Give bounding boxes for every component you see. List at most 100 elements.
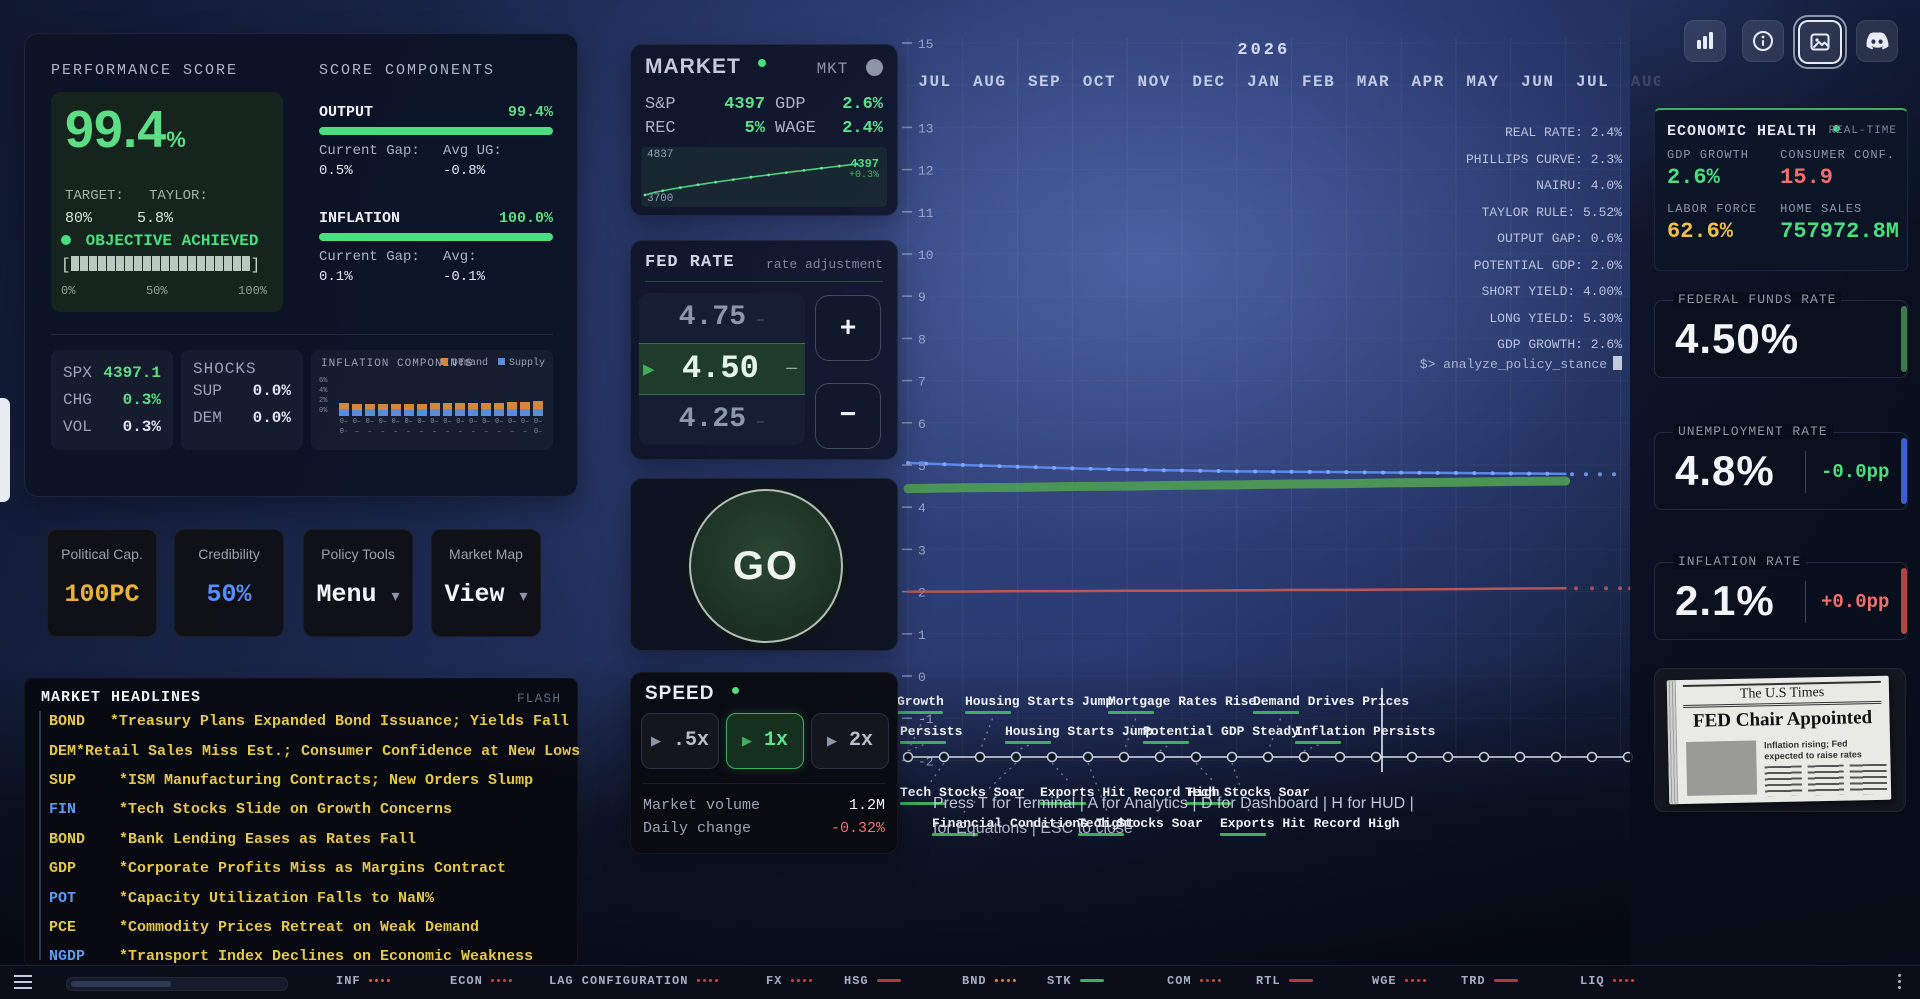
svg-text:11: 11 xyxy=(918,206,934,221)
chart-event: Exports Hit Record High xyxy=(1040,785,1219,805)
event-underline xyxy=(1040,802,1086,805)
supply-bar xyxy=(377,409,388,416)
event-label: Financial Conditions Tight xyxy=(932,816,1135,831)
stat-label: GDP xyxy=(775,95,806,114)
overflow-menu-icon[interactable] xyxy=(1898,974,1901,977)
speed-divider xyxy=(643,783,885,784)
stacked-bar xyxy=(429,376,440,416)
panel-divider xyxy=(51,334,553,335)
bar-segment xyxy=(215,256,224,271)
card-value: 50% xyxy=(206,580,252,609)
rate-option-below[interactable]: 4.25 – xyxy=(678,404,766,435)
headline-text: *Retail Sales Miss Est.; Consumer Confid… xyxy=(76,742,581,760)
status-inf: INF xyxy=(336,974,393,988)
target-taylor-labels: TARGET: TAYLOR: xyxy=(65,188,208,204)
shock-row: SUP 0.0% xyxy=(193,378,291,405)
xtick: 0– xyxy=(365,418,375,426)
shock-row: DEM 0.0% xyxy=(193,405,291,432)
ytick: 4% xyxy=(319,387,328,395)
inflation-component: INFLATION 100.0% Current Gap: Avg: 0.1% … xyxy=(319,210,553,285)
card-credibility: Credibility 50% xyxy=(174,529,284,637)
chart-event: Demand Drives Prices xyxy=(1253,694,1409,714)
stacked-bar xyxy=(339,376,349,416)
rate-card-accent xyxy=(1901,568,1907,634)
chart-event: Housing Starts Jump xyxy=(965,694,1113,714)
stat-label: S&P xyxy=(645,95,676,114)
status-bnd: BND xyxy=(962,974,1019,988)
market-title: MARKET xyxy=(645,55,767,79)
market-headlines-panel: MARKET HEADLINES FLASH BOND *Treasury Pla… xyxy=(24,678,580,967)
economic-health-title: ECONOMIC HEALTH xyxy=(1667,122,1840,140)
rate-option-selected[interactable]: ▶ 4.50 — xyxy=(639,343,805,395)
xtick: – xyxy=(432,428,437,436)
xtick: – xyxy=(510,428,515,436)
go-button[interactable]: GO xyxy=(689,489,843,643)
market-stats: S&P 4397 GDP 2.6% REC 5% WAGE 2.4% xyxy=(645,93,883,141)
market-volume-row: Market volume 1.2M xyxy=(643,797,885,814)
spx-stats-card: SPX 4397.1 CHG 0.3% VOL 0.3% xyxy=(51,350,173,450)
card-political-cap-: Political Cap. 100PC xyxy=(47,529,157,637)
chart-event: Potential GDP Steady xyxy=(1143,724,1299,744)
supply-bar xyxy=(442,409,453,416)
rate-option-above[interactable]: 4.75 – xyxy=(678,302,766,333)
score-panel: PERFORMANCE SCORE 99.4% TARGET: TAYLOR: … xyxy=(24,33,578,497)
card-market-map[interactable]: Market Map View ▾ xyxy=(431,529,541,637)
overlay-stat-row: LONG YIELD: 5.30% xyxy=(1489,310,1622,326)
sparkline-svg xyxy=(643,162,859,197)
event-underline xyxy=(897,711,943,714)
status-sparkline xyxy=(1199,974,1224,988)
speed-half-button[interactable]: ▶ .5x xyxy=(641,713,719,769)
bottom-progress-track[interactable] xyxy=(66,977,288,991)
terminal-prompt: $> analyze_policy_stance xyxy=(1412,356,1622,372)
screenshot-button[interactable] xyxy=(1793,15,1847,69)
svg-text:JUL: JUL xyxy=(1576,73,1609,91)
svg-text:3: 3 xyxy=(918,543,926,558)
supply-bar xyxy=(455,409,466,416)
speed-2x-button[interactable]: ▶ 2x xyxy=(811,713,889,769)
stat-value: 4397 xyxy=(724,95,765,114)
rate-card-divider xyxy=(1805,581,1806,623)
metric-label: HOME SALES xyxy=(1780,202,1863,216)
analytics-button[interactable] xyxy=(1684,20,1726,62)
menu-icon[interactable] xyxy=(14,975,32,977)
speed-1x-button[interactable]: ▶ 1x xyxy=(726,713,804,769)
rate-decrease-button[interactable]: − xyxy=(815,383,881,449)
rate-card-inflation-rate: INFLATION RATE 2.1% +0.0pp xyxy=(1654,554,1908,640)
health-metric: GDP GROWTH 2.6% xyxy=(1667,148,1780,190)
demand-bar xyxy=(455,403,466,410)
demand-bar xyxy=(339,403,349,410)
spx-row-value: 4397.1 xyxy=(103,364,161,382)
health-metric: CONSUMER CONF. 15.9 xyxy=(1780,148,1899,190)
xtick: 0– xyxy=(533,428,543,436)
card-value: View ▾ xyxy=(444,580,528,609)
chat-icon xyxy=(1866,32,1889,50)
bottom-progress-segment xyxy=(71,981,171,987)
demand-bar xyxy=(390,403,401,410)
rate-card-federal-funds-rate: FEDERAL FUNDS RATE 4.50% xyxy=(1654,292,1908,378)
rate-increase-button[interactable]: + xyxy=(815,295,881,361)
bar-segment xyxy=(107,256,116,271)
performance-score-box: 99.4% TARGET: TAYLOR: 80% 5.8% OBJECTIVE… xyxy=(51,92,283,312)
metric-value: 62.6% xyxy=(1667,219,1734,244)
metric-value: 757972.8M xyxy=(1780,219,1899,244)
headline-text: *Corporate Profits Miss as Margins Contr… xyxy=(119,860,507,878)
stat-value: 5% xyxy=(744,119,765,138)
headline-text: *Treasury Plans Expanded Bond Issuance; … xyxy=(109,713,569,731)
headline-item: DEM *Retail Sales Miss Est.; Consumer Con… xyxy=(49,736,580,765)
event-label: Mortgage Rates Rise xyxy=(1108,694,1257,709)
info-button[interactable] xyxy=(1742,20,1784,62)
side-drawer-handle[interactable] xyxy=(0,398,10,502)
event-underline xyxy=(1253,711,1299,714)
card-policy-tools[interactable]: Policy Tools Menu ▾ xyxy=(303,529,413,637)
demand-bar xyxy=(351,404,362,410)
inflation-components-legend: Demand Supply xyxy=(431,358,545,369)
rate-card-divider xyxy=(1805,451,1806,493)
headlines-rail xyxy=(39,711,41,960)
demand-bar xyxy=(520,401,531,409)
overlay-stat-row: NAIRU: 4.0% xyxy=(1536,178,1622,193)
event-underline xyxy=(1078,833,1124,836)
chat-button[interactable] xyxy=(1856,20,1898,62)
health-metric: LABOR FORCE 62.6% xyxy=(1667,202,1780,244)
metric-value: 2.6% xyxy=(1667,165,1720,190)
demand-swatch-icon xyxy=(440,358,448,365)
